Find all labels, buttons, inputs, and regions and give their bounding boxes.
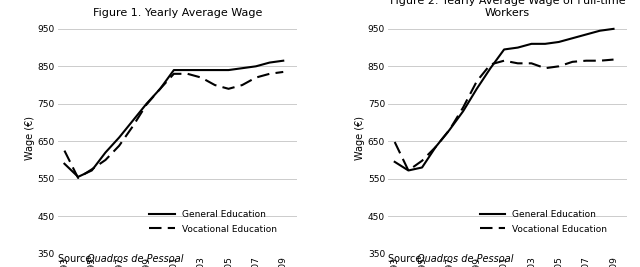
Vocational Education — [129, 125, 137, 128]
General Education — [500, 48, 508, 51]
General Education — [541, 42, 549, 45]
Vocational Education — [541, 66, 549, 70]
Text: Quadros de Pessoal: Quadros de Pessoal — [417, 254, 514, 264]
Vocational Education — [404, 169, 412, 172]
Vocational Education — [238, 84, 246, 87]
General Education — [156, 87, 164, 91]
Legend: General Education, Vocational Education: General Education, Vocational Education — [476, 207, 611, 238]
General Education — [88, 169, 95, 172]
Vocational Education — [555, 65, 563, 68]
Vocational Education — [280, 70, 287, 73]
General Education — [460, 110, 467, 113]
General Education — [184, 68, 191, 72]
General Education — [102, 151, 109, 154]
General Education — [555, 40, 563, 44]
General Education — [238, 66, 246, 70]
General Education — [514, 46, 522, 49]
Vocational Education — [211, 84, 219, 87]
General Education — [596, 29, 604, 32]
General Education — [115, 136, 123, 139]
General Education — [280, 59, 287, 62]
Vocational Education — [252, 76, 260, 79]
General Education — [404, 169, 412, 172]
Vocational Education — [61, 149, 68, 152]
Y-axis label: Wage (€): Wage (€) — [25, 116, 35, 159]
Vocational Education — [486, 63, 494, 66]
Title: Figure 1. Yearly Average Wage: Figure 1. Yearly Average Wage — [93, 8, 262, 18]
General Education — [170, 68, 178, 72]
Vocational Education — [391, 140, 399, 144]
General Education — [74, 175, 82, 178]
General Education — [252, 65, 260, 68]
General Education — [129, 119, 137, 122]
Vocational Education — [460, 106, 467, 109]
Vocational Education — [74, 176, 82, 180]
Vocational Education — [197, 76, 205, 79]
General Education — [527, 42, 535, 45]
Vocational Education — [266, 72, 273, 75]
Vocational Education — [156, 87, 164, 91]
Vocational Education — [143, 103, 150, 106]
Legend: General Education, Vocational Education: General Education, Vocational Education — [146, 207, 280, 238]
Line: General Education: General Education — [395, 29, 614, 170]
Vocational Education — [432, 145, 440, 148]
Line: Vocational Education: Vocational Education — [395, 60, 614, 170]
General Education — [582, 33, 590, 36]
Vocational Education — [115, 144, 123, 147]
General Education — [211, 68, 219, 72]
Line: General Education: General Education — [65, 61, 284, 177]
Title: Figure 2. Yearly Average Wage of Full-time
Workers: Figure 2. Yearly Average Wage of Full-ti… — [390, 0, 625, 18]
Vocational Education — [527, 62, 535, 65]
Vocational Education — [418, 159, 426, 162]
Vocational Education — [610, 58, 618, 61]
Text: Quadros de Pessoal: Quadros de Pessoal — [87, 254, 184, 264]
Vocational Education — [500, 59, 508, 62]
Vocational Education — [184, 72, 191, 75]
Line: Vocational Education: Vocational Education — [65, 72, 284, 178]
Vocational Education — [569, 60, 577, 64]
Vocational Education — [102, 158, 109, 162]
Vocational Education — [582, 59, 590, 62]
Vocational Education — [596, 59, 604, 62]
Text: Source:: Source: — [388, 254, 428, 264]
General Education — [432, 145, 440, 148]
Vocational Education — [473, 80, 481, 83]
Vocational Education — [88, 168, 95, 171]
General Education — [418, 166, 426, 169]
Text: Source:: Source: — [58, 254, 97, 264]
Y-axis label: Wage (€): Wage (€) — [355, 116, 365, 159]
Vocational Education — [514, 62, 522, 65]
General Education — [569, 37, 577, 40]
General Education — [486, 66, 494, 70]
General Education — [197, 68, 205, 72]
General Education — [610, 27, 618, 30]
Vocational Education — [445, 128, 453, 132]
General Education — [473, 87, 481, 91]
General Education — [143, 102, 150, 105]
General Education — [61, 162, 68, 165]
Vocational Education — [225, 87, 232, 91]
General Education — [225, 68, 232, 72]
Vocational Education — [170, 72, 178, 75]
General Education — [266, 61, 273, 64]
General Education — [445, 128, 453, 132]
General Education — [391, 160, 399, 163]
